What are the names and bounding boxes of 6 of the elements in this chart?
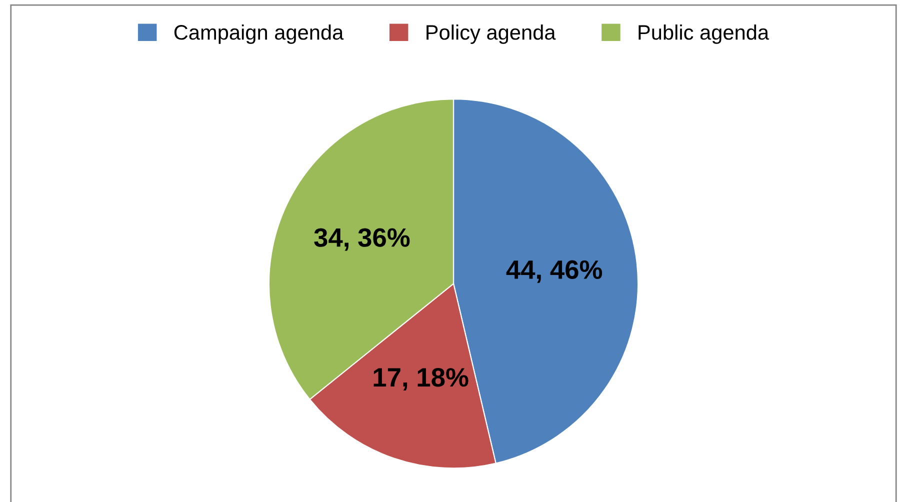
data-label: 17, 18% <box>374 368 468 391</box>
legend-label: Policy agenda <box>426 24 556 44</box>
legend-label: Public agenda <box>638 24 770 44</box>
data-label: 44, 46% <box>506 260 602 283</box>
legend-label: Campaign agenda <box>174 24 344 44</box>
data-label: 34, 36% <box>314 228 410 251</box>
